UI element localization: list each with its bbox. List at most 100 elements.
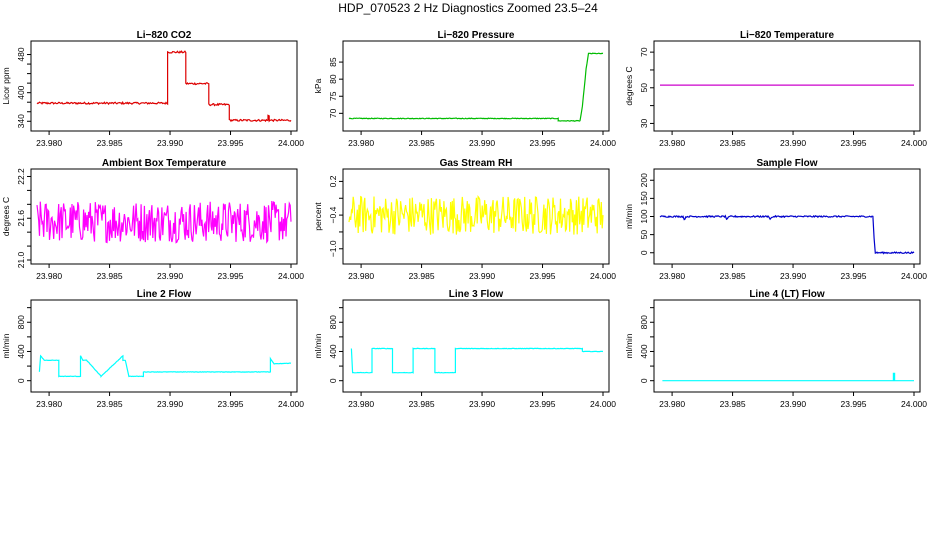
- x-tick-label: 23.990: [157, 271, 183, 281]
- x-tick-label: 23.990: [780, 399, 806, 409]
- chart-panel-1: Li−820 CO2 23.980 23.985 23.990 23.995 24.000…: [1, 30, 304, 148]
- x-tick-label: 24.000: [590, 138, 616, 148]
- plot-frame: [30, 299, 298, 393]
- x-tick-label: 23.980: [659, 138, 685, 148]
- x-tick-label: 23.995: [841, 399, 867, 409]
- chart-panel-6: Sample Flow 23.980 23.985 23.990 23.995 24.00…: [624, 158, 927, 281]
- x-tick-label: 23.990: [469, 271, 495, 281]
- y-tick-label: 75: [328, 91, 338, 101]
- chart-panel-2: Li−820 Pressure 23.980 23.985 23.990 23.995 2…: [313, 30, 616, 148]
- y-tick-label: 80: [328, 74, 338, 84]
- x-tick-label: 23.990: [780, 138, 806, 148]
- y-tick-label: −0.4: [328, 206, 338, 223]
- chart-title: Li−820 Temperature: [740, 30, 834, 41]
- series-line-1: [659, 214, 915, 255]
- x-tick-label: 23.990: [469, 399, 495, 409]
- chart-panel-9: Line 4 (LT) Flow 23.980 23.985 23.990 23.995…: [624, 289, 927, 409]
- x-tick-label: 23.990: [780, 271, 806, 281]
- y-tick-label: 400: [16, 344, 26, 358]
- chart-panel-5: Gas Stream RH 23.980 23.985 23.990 23.995 24.…: [313, 158, 616, 281]
- y-tick-label: 50: [639, 230, 649, 240]
- x-tick-label: 23.980: [36, 138, 62, 148]
- plot-frame: [30, 168, 298, 265]
- y-tick-label: 70: [639, 47, 649, 57]
- chart-panel-4: Ambient Box Temperature 23.980 23.985 23.99…: [1, 158, 304, 281]
- figure-title: HDP_070523 2 Hz Diagnostics Zoomed 23.5–…: [338, 1, 598, 15]
- x-tick-label: 23.990: [157, 399, 183, 409]
- x-tick-label: 23.980: [659, 399, 685, 409]
- x-tick-label: 23.995: [530, 271, 556, 281]
- x-tick-label: 23.995: [530, 138, 556, 148]
- chart-panel-7: Line 2 Flow 23.980 23.985 23.990 23.995 24.00…: [1, 289, 304, 409]
- y-tick-label: 400: [328, 344, 338, 358]
- series-line-1: [348, 52, 604, 122]
- series-line-1: [348, 195, 604, 235]
- y-tick-label: 480: [16, 47, 26, 61]
- x-tick-label: 23.985: [720, 271, 746, 281]
- plot-frame: [653, 40, 921, 132]
- y-tick-label: 85: [328, 57, 338, 67]
- x-tick-label: 24.000: [278, 271, 304, 281]
- x-tick-label: 23.985: [409, 138, 435, 148]
- x-tick-label: 24.000: [901, 399, 927, 409]
- y-axis-label: kPa: [313, 78, 323, 93]
- chart-panel-3: Li−820 Temperature 23.980 23.985 23.990 23.9…: [624, 30, 927, 148]
- x-tick-label: 23.980: [659, 271, 685, 281]
- x-tick-label: 23.995: [218, 138, 244, 148]
- x-tick-label: 24.000: [278, 138, 304, 148]
- y-tick-label: −1.0: [328, 240, 338, 257]
- x-tick-label: 24.000: [590, 271, 616, 281]
- series-line-1: [350, 347, 604, 374]
- y-axis-label: Licor ppm: [1, 67, 11, 104]
- y-tick-label: 50: [639, 83, 649, 93]
- x-tick-label: 23.980: [36, 271, 62, 281]
- y-tick-label: 0: [328, 378, 338, 383]
- x-tick-label: 23.980: [348, 271, 374, 281]
- y-tick-label: 70: [328, 108, 338, 118]
- y-tick-label: 800: [328, 315, 338, 329]
- y-axis-label: ml/min: [313, 333, 323, 358]
- x-tick-label: 23.985: [97, 138, 123, 148]
- x-tick-label: 23.985: [97, 399, 123, 409]
- series-line-1: [662, 372, 914, 382]
- x-tick-label: 23.995: [530, 399, 556, 409]
- series-line-1: [36, 200, 292, 244]
- series-line-1: [38, 354, 292, 378]
- y-axis-label: degrees C: [1, 197, 11, 236]
- y-tick-label: 21.6: [16, 210, 26, 227]
- x-tick-label: 23.995: [841, 138, 867, 148]
- chart-title: Line 2 Flow: [137, 289, 192, 300]
- y-axis-label: ml/min: [1, 333, 11, 358]
- plot-frame: [30, 40, 298, 132]
- y-axis-label: ml/min: [624, 204, 634, 229]
- x-tick-label: 23.985: [720, 399, 746, 409]
- x-tick-label: 23.985: [97, 271, 123, 281]
- y-axis-label: degrees C: [624, 66, 634, 105]
- x-tick-label: 23.980: [348, 399, 374, 409]
- x-tick-label: 23.995: [841, 271, 867, 281]
- chart-title: Ambient Box Temperature: [102, 158, 227, 169]
- x-tick-label: 23.995: [218, 271, 244, 281]
- chart-title: Line 4 (LT) Flow: [749, 289, 825, 300]
- chart-title: Gas Stream RH: [440, 158, 513, 169]
- y-tick-label: 400: [16, 85, 26, 99]
- x-tick-label: 23.995: [218, 399, 244, 409]
- x-tick-label: 23.990: [469, 138, 495, 148]
- y-tick-label: 0: [639, 378, 649, 383]
- y-tick-label: 340: [16, 114, 26, 128]
- x-tick-label: 24.000: [278, 399, 304, 409]
- y-tick-label: 800: [16, 315, 26, 329]
- chart-title: Li−820 Pressure: [438, 30, 515, 41]
- x-tick-label: 23.980: [348, 138, 374, 148]
- chart-title: Line 3 Flow: [449, 289, 504, 300]
- y-tick-label: 0.2: [328, 175, 338, 187]
- x-tick-label: 23.990: [157, 138, 183, 148]
- y-axis-label: ml/min: [624, 333, 634, 358]
- x-tick-label: 23.985: [409, 271, 435, 281]
- x-tick-label: 24.000: [901, 271, 927, 281]
- y-tick-label: 200: [639, 173, 649, 187]
- y-tick-label: 400: [639, 344, 649, 358]
- x-tick-label: 23.985: [409, 399, 435, 409]
- series-line-1: [36, 50, 292, 123]
